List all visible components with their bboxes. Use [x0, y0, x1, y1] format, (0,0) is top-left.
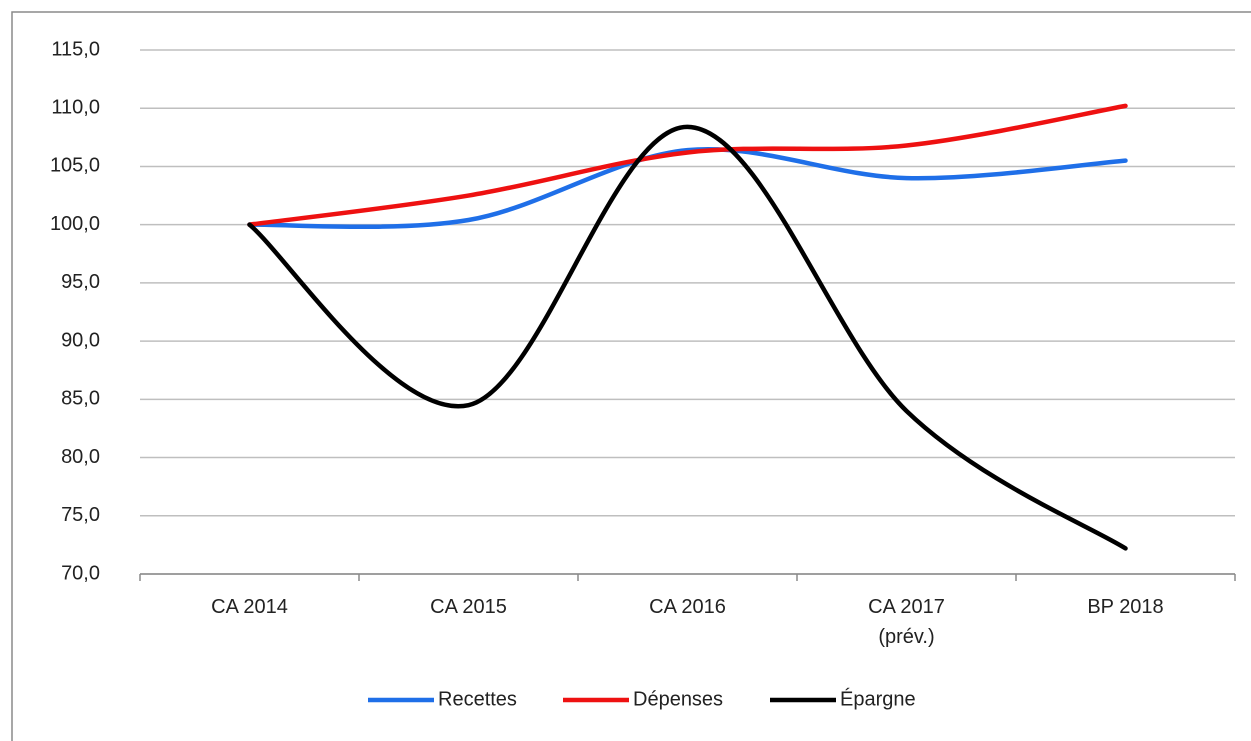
y-tick-label: 105,0	[50, 155, 100, 177]
y-tick-label: 85,0	[61, 388, 100, 410]
x-tick-label: CA 2015	[430, 596, 507, 618]
x-tick-label: CA 2017 (prév.)	[868, 596, 945, 648]
legend-label: Épargne	[840, 687, 916, 710]
y-tick-label: 70,0	[61, 562, 100, 584]
x-tick-label: CA 2014	[211, 596, 288, 618]
legend-label: Recettes	[438, 688, 517, 710]
legend-label: Dépenses	[633, 688, 723, 710]
y-tick-label: 100,0	[50, 213, 100, 235]
y-tick-label: 115,0	[51, 38, 100, 60]
chart-border	[11, 11, 1251, 741]
y-tick-label: 110,0	[51, 97, 100, 119]
y-tick-label: 95,0	[61, 271, 100, 293]
x-tick-label: BP 2018	[1087, 596, 1163, 618]
series-line	[247, 103, 1128, 227]
series-line	[247, 147, 1128, 230]
y-tick-label: 75,0	[61, 504, 100, 526]
series-line	[247, 124, 1128, 551]
y-tick-label: 80,0	[61, 446, 100, 468]
y-tick-label: 90,0	[61, 329, 100, 351]
x-tick-label: CA 2016	[649, 596, 726, 618]
